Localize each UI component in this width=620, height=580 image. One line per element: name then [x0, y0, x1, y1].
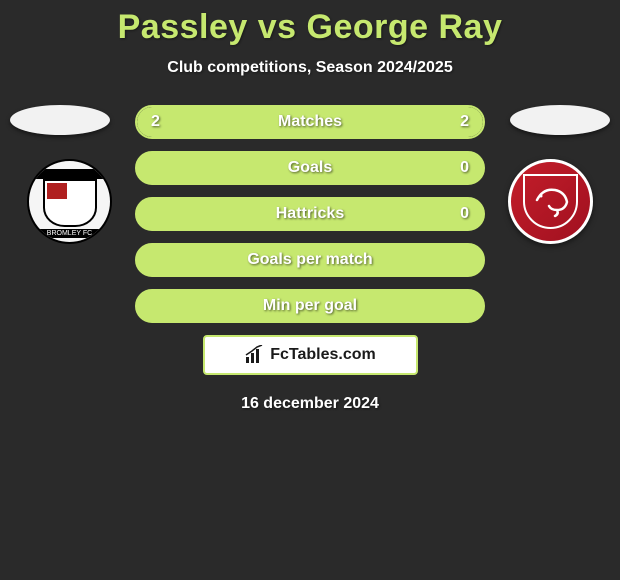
- stat-bar-goals-per-match: Goals per match: [135, 243, 485, 277]
- stat-label: Goals per match: [247, 251, 372, 269]
- date-text: 16 december 2024: [0, 395, 620, 413]
- stat-bar-goals: Goals 0: [135, 151, 485, 185]
- stat-bars: 2 Matches 2 Goals 0 Hattricks 0 Goals per match…: [135, 105, 485, 323]
- club-badge-left: BROMLEY FC: [27, 159, 112, 244]
- page-title: Passley vs George Ray: [0, 0, 620, 47]
- chart-icon: [244, 345, 266, 365]
- stat-value-right: 0: [460, 205, 469, 223]
- stat-value-right: 2: [460, 113, 469, 131]
- player-left-oval: [10, 105, 110, 135]
- stat-bar-hattricks: Hattricks 0: [135, 197, 485, 231]
- stat-bar-matches: 2 Matches 2: [135, 105, 485, 139]
- stat-value-right: 0: [460, 159, 469, 177]
- comparison-panel: BROMLEY FC 2Matches2Goals0Hattricks0Goal…: [0, 105, 620, 413]
- badge-left-text: BROMLEY FC: [29, 229, 110, 238]
- branding-badge: FcTables.com: [203, 335, 418, 375]
- subtitle: Club competitions, Season 2024/2025: [0, 59, 620, 77]
- stat-value-left: 2: [151, 113, 160, 131]
- branding-text: FcTables.com: [270, 346, 376, 364]
- player-right-oval: [510, 105, 610, 135]
- club-badge-right: [508, 159, 593, 244]
- shrimp-icon: [529, 182, 573, 218]
- stat-label: Min per goal: [263, 297, 357, 315]
- stat-label: Goals: [288, 159, 332, 177]
- stat-label: Matches: [278, 113, 342, 131]
- stat-bar-min-per-goal: Min per goal: [135, 289, 485, 323]
- stat-label: Hattricks: [276, 205, 344, 223]
